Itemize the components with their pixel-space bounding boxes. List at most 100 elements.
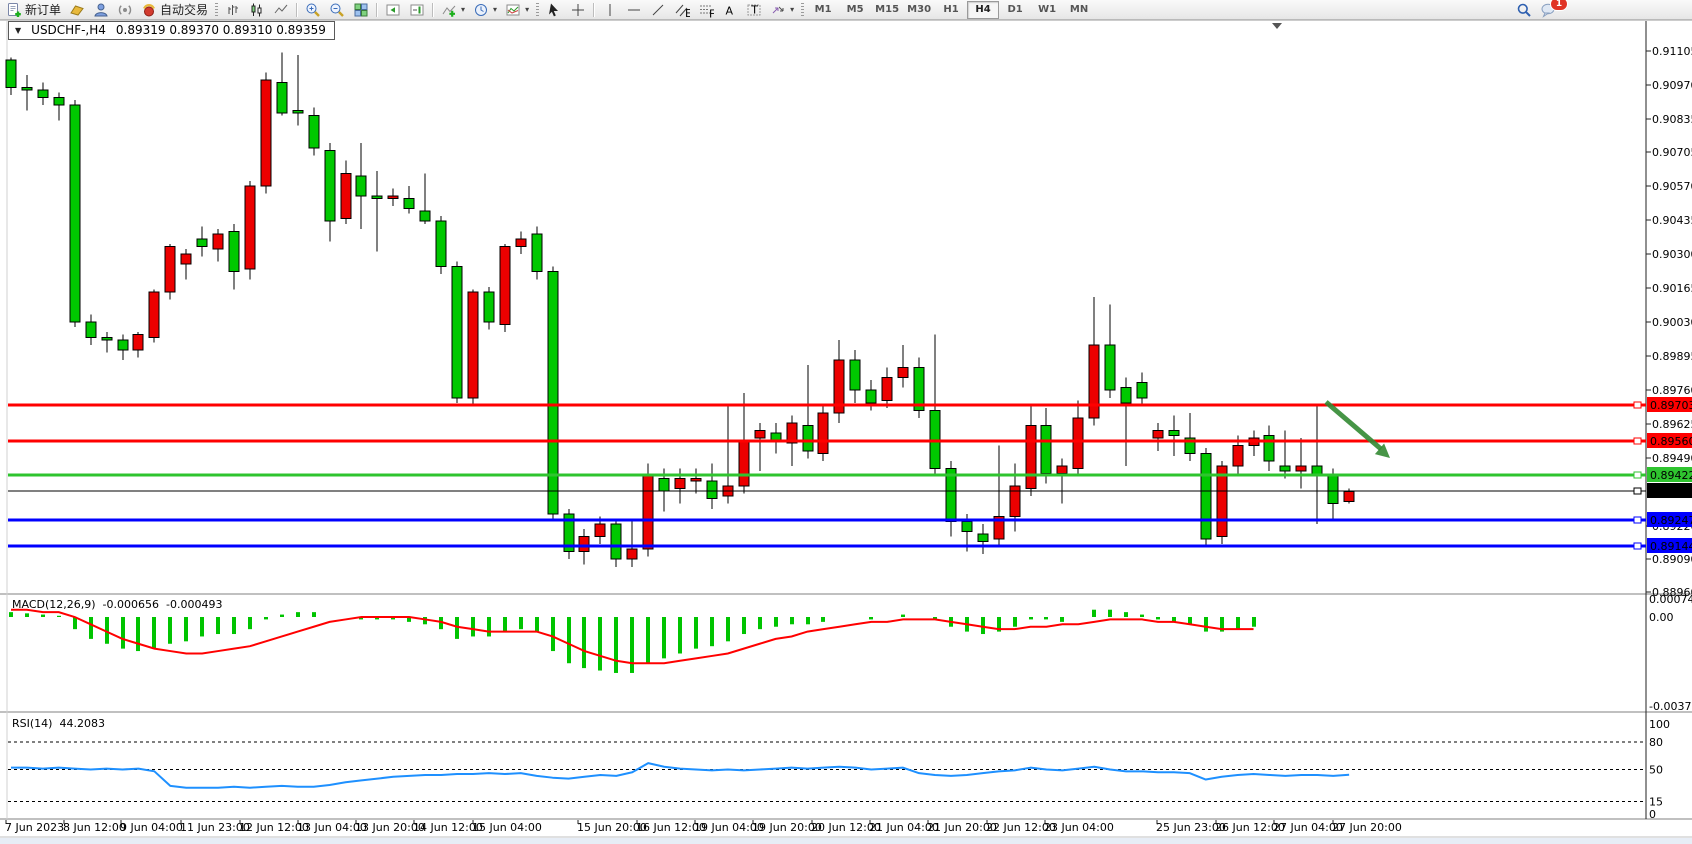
- timeframe-group: M1 M5 M15 M30 H1 H4 D1 W1 MN: [807, 0, 1095, 19]
- tf-button-MN[interactable]: MN: [1069, 4, 1089, 15]
- crosshair-button[interactable]: [566, 0, 590, 20]
- svg-text:7 Jun 2023: 7 Jun 2023: [5, 821, 64, 834]
- svg-text:A: A: [726, 4, 734, 17]
- svg-text:T: T: [750, 3, 758, 16]
- templates-button[interactable]: ▾: [501, 0, 533, 20]
- search-icon: [1517, 3, 1531, 17]
- toolbar-grip: [215, 2, 219, 17]
- tile-windows-icon: [354, 3, 368, 16]
- svg-text:0.90705: 0.90705: [1652, 146, 1692, 159]
- autotrading-button[interactable]: 自动交易: [137, 0, 212, 20]
- svg-text:23 Jun 04:00: 23 Jun 04:00: [1044, 821, 1114, 834]
- rsi-label-row: RSI(14) 44.2083: [12, 717, 105, 730]
- tf-button-M30[interactable]: M30: [907, 4, 932, 15]
- svg-text:19 Jun 20:00: 19 Jun 20:00: [752, 821, 822, 834]
- svg-text:0.89560: 0.89560: [1650, 435, 1692, 448]
- svg-text:14 Jun 12:00: 14 Jun 12:00: [413, 821, 483, 834]
- candlestick-chart-icon: [251, 3, 262, 16]
- cursor-button[interactable]: [542, 0, 566, 20]
- profile-icon: [94, 3, 108, 16]
- macd-signal-value: -0.000493: [166, 598, 223, 611]
- svg-text:E: E: [685, 7, 690, 18]
- clock-icon: [475, 3, 488, 16]
- bar-chart-button[interactable]: [221, 0, 245, 20]
- signals-button[interactable]: [113, 0, 137, 20]
- trendline-button[interactable]: [646, 0, 670, 20]
- new-order-button[interactable]: 新订单: [2, 0, 65, 20]
- svg-text:12 Jun 12:00: 12 Jun 12:00: [239, 821, 309, 834]
- search-button[interactable]: [1512, 0, 1536, 20]
- svg-text:22 Jun 12:00: 22 Jun 12:00: [986, 821, 1056, 834]
- zoom-out-button[interactable]: [325, 0, 349, 20]
- indicator-layer: 0.000741 0.00 -0.003781 100 80 50 150: [8, 593, 1692, 821]
- trend-arrow: [1324, 400, 1383, 451]
- svg-text:21 Jun 20:00: 21 Jun 20:00: [927, 821, 997, 834]
- candlestick-chart-button[interactable]: [245, 0, 269, 20]
- svg-text:F: F: [709, 7, 714, 18]
- svg-text:0: 0: [1649, 808, 1656, 821]
- arrows-button[interactable]: ▾: [766, 0, 798, 20]
- indicators-button[interactable]: ▾: [437, 0, 469, 20]
- line-chart-button[interactable]: [269, 0, 293, 20]
- signals-icon: [118, 4, 132, 15]
- periods-button[interactable]: ▾: [469, 0, 501, 20]
- svg-text:15 Jun 20:00: 15 Jun 20:00: [577, 821, 647, 834]
- new-order-label: 新订单: [25, 3, 62, 17]
- symbol-quote-box[interactable]: ▼ USDCHF-,H4 0.89319 0.89370 0.89310 0.8…: [8, 21, 335, 40]
- zoom-in-button[interactable]: [301, 0, 325, 20]
- svg-text:25 Jun 23:00: 25 Jun 23:00: [1156, 821, 1226, 834]
- svg-text:0.89422: 0.89422: [1650, 469, 1692, 482]
- tf-button-H1[interactable]: H1: [943, 4, 959, 15]
- toolbar-grip: [536, 2, 540, 17]
- templates-icon: [506, 4, 520, 15]
- arrows-icon: [772, 6, 784, 13]
- tf-button-D1[interactable]: D1: [1007, 4, 1023, 15]
- fibonacci-button[interactable]: F: [694, 0, 718, 20]
- chat-button[interactable]: 1: [1536, 0, 1568, 20]
- zoom-in-icon: [306, 3, 320, 17]
- svg-text:0.89359: 0.89359: [1650, 485, 1692, 498]
- tf-button-M15[interactable]: M15: [875, 4, 900, 15]
- auto-scroll-button[interactable]: [381, 0, 405, 20]
- svg-text:0.90435: 0.90435: [1652, 214, 1692, 227]
- new-chart-icon: [70, 4, 84, 16]
- profile-button[interactable]: [89, 0, 113, 20]
- text-label-icon: T: [747, 3, 761, 16]
- tf-button-M1[interactable]: M1: [814, 4, 832, 15]
- tile-windows-button[interactable]: [349, 0, 373, 20]
- symbol-title: USDCHF-,H4: [31, 23, 106, 37]
- horizontal-line-button[interactable]: [622, 0, 646, 20]
- text-button[interactable]: A: [718, 0, 742, 20]
- rsi-name: RSI(14): [12, 717, 53, 730]
- text-label-button[interactable]: T: [742, 0, 766, 20]
- macd-main-value: -0.000656: [102, 598, 160, 611]
- new-order-icon: [8, 2, 21, 17]
- svg-text:27 Jun 20:00: 27 Jun 20:00: [1332, 821, 1402, 834]
- chevron-down-icon: ▾: [493, 5, 498, 14]
- candles-layer: [5, 52, 1355, 567]
- tf-button-W1[interactable]: W1: [1038, 4, 1057, 15]
- vertical-line-button[interactable]: [598, 0, 622, 20]
- cursor-icon: [549, 3, 559, 16]
- new-chart-button[interactable]: [65, 0, 89, 20]
- tf-button-M5[interactable]: M5: [846, 4, 864, 15]
- equidistant-channel-button[interactable]: E: [670, 0, 694, 20]
- svg-text:15 Jun 04:00: 15 Jun 04:00: [472, 821, 542, 834]
- vertical-line-icon: [609, 3, 611, 16]
- chevron-down-icon: ▾: [461, 5, 466, 14]
- toolbar-separator: [296, 2, 299, 17]
- svg-text:15: 15: [1649, 795, 1663, 808]
- chart-shift-button[interactable]: [405, 0, 429, 20]
- text-icon: A: [726, 4, 734, 17]
- toolbar-separator: [376, 2, 379, 17]
- notification-badge: 1: [1550, 0, 1568, 11]
- tf-button-H4[interactable]: H4: [967, 0, 1000, 19]
- svg-text:8 Jun 12:00: 8 Jun 12:00: [63, 821, 126, 834]
